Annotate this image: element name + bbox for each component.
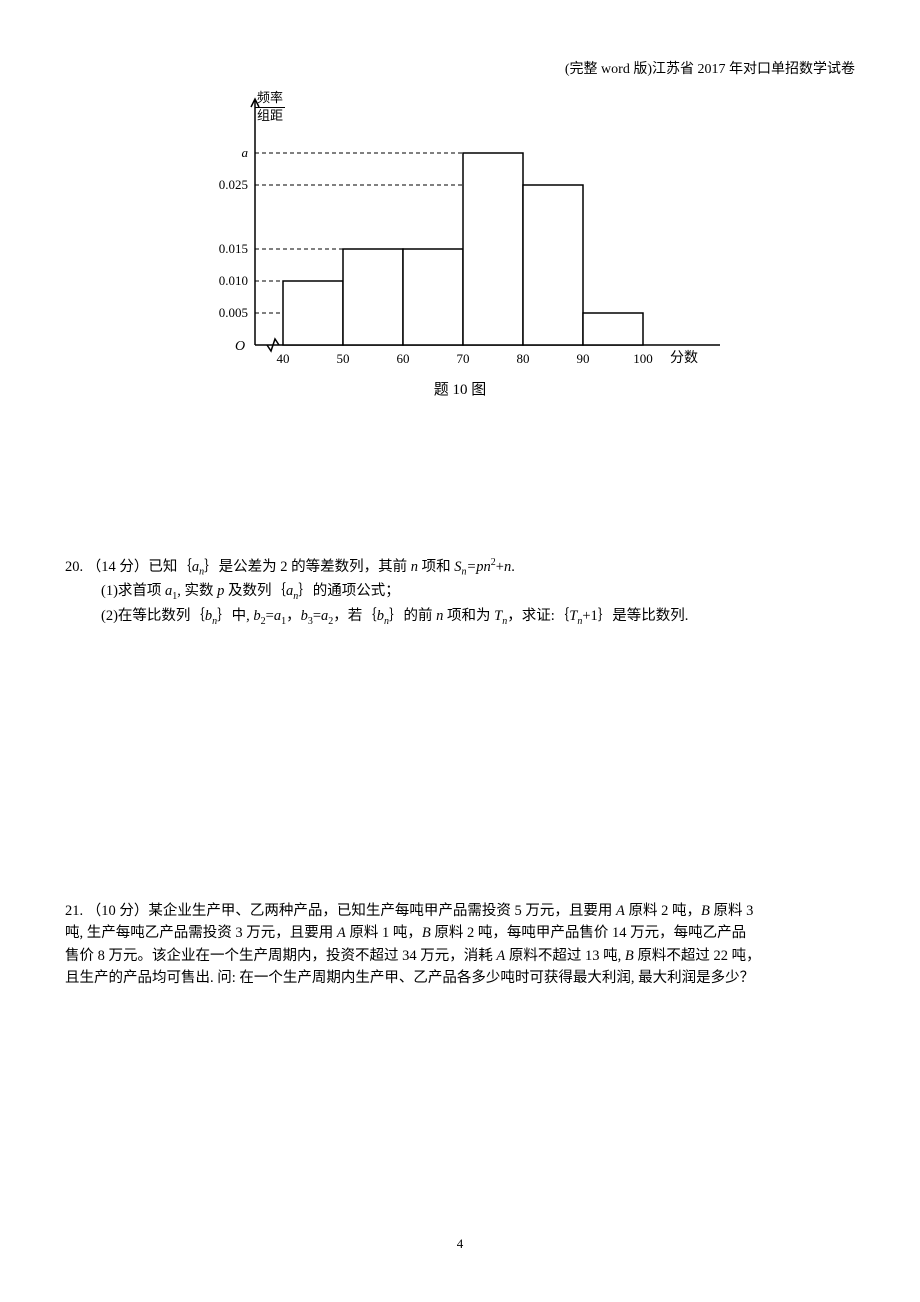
q20-eq1: =p [467, 559, 484, 575]
q21-points: （10 分） [87, 903, 149, 919]
q20-Sn: S [454, 559, 461, 575]
q20-part1: (1)求首项 a1, 实数 p 及数列｛an｝的通项公式； [65, 583, 400, 599]
q20-p2e: ｝的前 [389, 608, 436, 624]
chart-caption: 题 10 图 [410, 378, 510, 399]
y-tick-label: a [198, 145, 248, 161]
q21-number: 21. [65, 903, 83, 919]
q20-b3: b [301, 608, 308, 624]
x-tick-label: 80 [508, 351, 538, 367]
question-21: 21. （10 分）某企业生产甲、乙两种产品，已知生产每吨甲产品需投资 5 万元… [65, 900, 855, 990]
q20-p2h: +1｝是等比数列. [582, 608, 688, 624]
q21-A1: A [616, 903, 625, 919]
q21-l1c: 原料 3 [710, 903, 754, 919]
q20-p1b: , 实数 [177, 583, 217, 599]
q20-p2d: ，若｛ [333, 608, 377, 624]
q20-period: . [511, 559, 515, 575]
q20-p2b: ｝中, [217, 608, 253, 624]
q21-A3: A [496, 948, 505, 964]
q20-stem-a: 已知｛ [148, 559, 192, 575]
y-tick-label: 0.025 [198, 177, 248, 193]
q21-B2: B [422, 925, 431, 941]
q20-p2a: (2)在等比数列｛ [101, 608, 205, 624]
q20-p2g: ，求证:｛ [507, 608, 569, 624]
page-header: (完整 word 版)江苏省 2017 年对口单招数学试卷 [565, 58, 855, 78]
q20-eq3: = [313, 608, 321, 624]
q20-p1c: 及数列｛ [224, 583, 286, 599]
x-tick-label: 50 [328, 351, 358, 367]
y-tick-label: 0.010 [198, 273, 248, 289]
q21-l3b: 原料不超过 13 吨, [505, 948, 625, 964]
q21-l4: 且生产的产品均可售出. 问: 在一个生产周期内生产甲、乙产品各多少吨时可获得最大… [65, 970, 754, 986]
q20-number: 20. [65, 559, 83, 575]
origin-label: O [235, 339, 245, 355]
q20-stem-b: ｝是公差为 2 的等差数列，其前 [204, 559, 411, 575]
q21-l2b: 原料 1 吨， [346, 925, 422, 941]
q21-l1a: 某企业生产甲、乙两种产品，已知生产每吨甲产品需投资 5 万元，且要用 [148, 903, 616, 919]
q20-eq2: = [266, 608, 274, 624]
q20-stem-c: 项和 [418, 559, 454, 575]
q21-l3a: 售价 8 万元。该企业在一个生产周期内，投资不超过 34 万元，消耗 [65, 948, 496, 964]
page-number: 4 [0, 1236, 920, 1252]
q20-n2a: n [484, 559, 491, 575]
q21-l3c: 原料不超过 22 吨， [634, 948, 761, 964]
q20-b2: b [253, 608, 260, 624]
q20-points: （14 分） [87, 559, 149, 575]
q20-part2: (2)在等比数列｛bn｝中, b2=a1，b3=a2，若｛bn｝的前 n 项和为… [65, 608, 688, 624]
y-tick-label: 0.005 [198, 305, 248, 321]
q21-B3: B [625, 948, 634, 964]
q20-p1a: (1)求首项 [101, 583, 165, 599]
q21-l2a: 吨, 生产每吨乙产品需投资 3 万元，且要用 [65, 925, 337, 941]
x-tick-label: 90 [568, 351, 598, 367]
q21-l2c: 原料 2 吨，每吨甲产品售价 14 万元，每吨乙产品 [431, 925, 746, 941]
y-tick-label: 0.015 [198, 241, 248, 257]
question-20: 20. （14 分）已知｛an｝是公差为 2 的等差数列，其前 n 项和 Sn=… [65, 555, 855, 629]
q20-p2c: ， [286, 608, 301, 624]
q20-n1: n [411, 559, 418, 575]
x-axis-title: 分数 [670, 347, 698, 367]
q21-l1b: 原料 2 吨， [625, 903, 701, 919]
x-tick-label: 100 [628, 351, 658, 367]
q20-p2f: 项和为 [443, 608, 494, 624]
x-tick-label: 60 [388, 351, 418, 367]
q21-B1: B [701, 903, 710, 919]
histogram-chart: 频率 组距 O 分数 题 10 图 0.0050.0100.0150.025a … [180, 95, 720, 405]
q20-bn2: b [377, 608, 384, 624]
q20-eq1b: + [496, 559, 504, 575]
q20-p1d: ｝的通项公式； [298, 583, 400, 599]
x-tick-label: 70 [448, 351, 478, 367]
q21-A2: A [337, 925, 346, 941]
x-tick-label: 40 [268, 351, 298, 367]
